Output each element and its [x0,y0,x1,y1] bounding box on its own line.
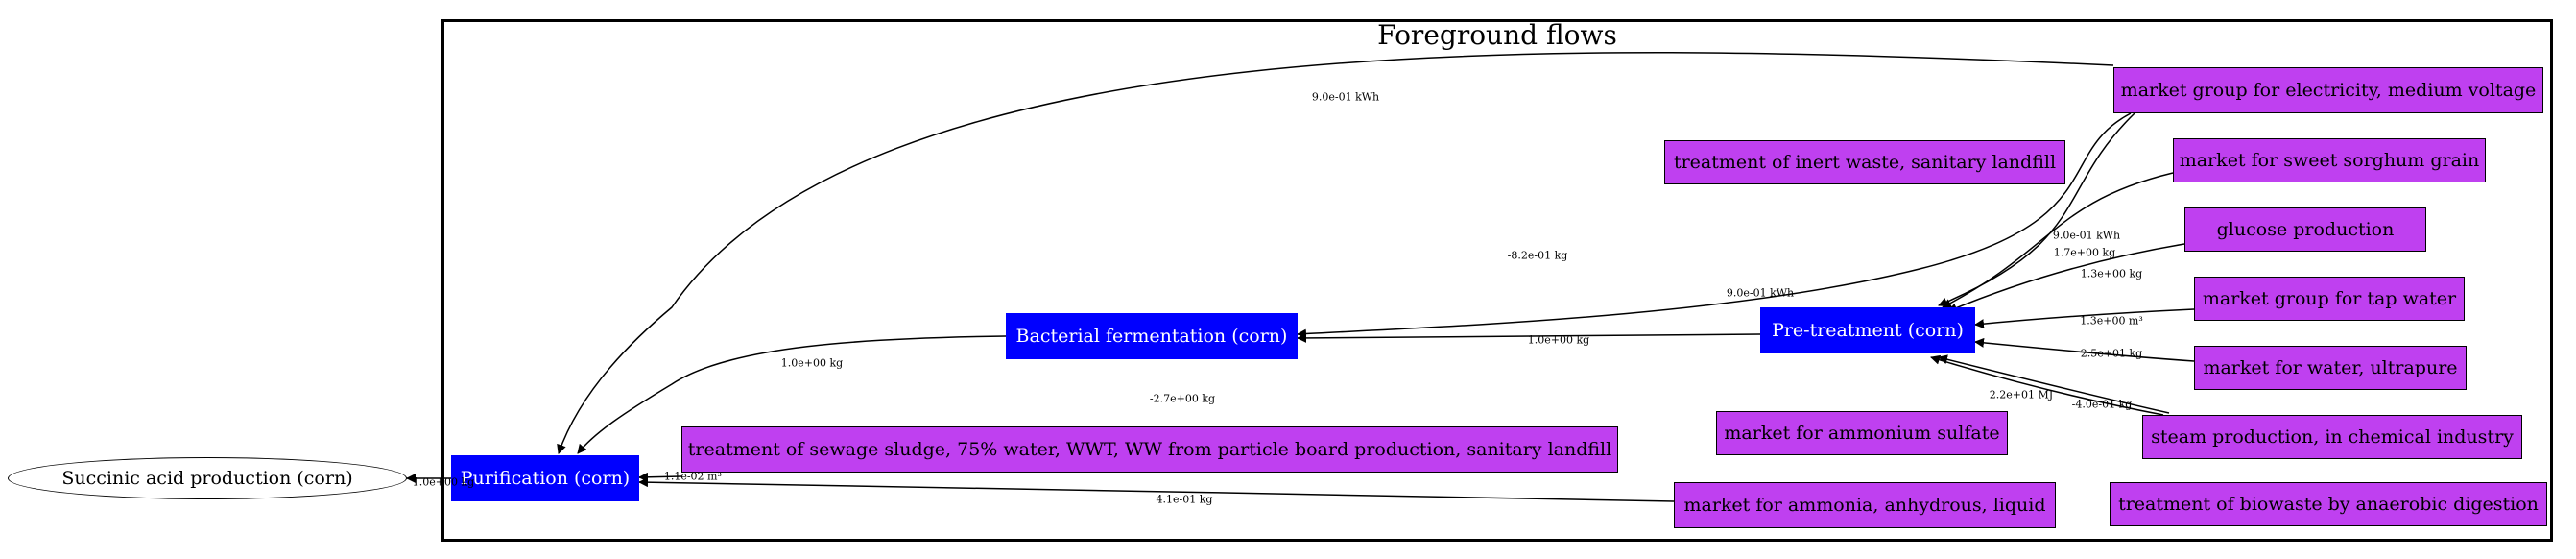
edge-label: 2.5e+01 kg [2080,347,2143,360]
edge-bacterial-purification [577,335,1007,454]
edge-label: 1.7e+00 kg [2053,246,2116,259]
edge-glucose-pretreatment [1947,243,2185,313]
node-biowaste-treatment[interactable]: treatment of biowaste by anaerobic diges… [2110,482,2547,526]
edge-ammonia-purification [638,477,1675,502]
edge-label: 9.0e-01 kWh [1311,90,1380,104]
edge-label: 1.0e+00 kg [1527,333,1590,347]
node-ammonium-sulfate[interactable]: market for ammonium sulfate [1716,411,2008,455]
edge-sewage-purification [638,472,682,482]
node-electricity-market[interactable]: market group for electricity, medium vol… [2113,67,2543,113]
node-purification[interactable]: Purification (corn) [451,455,639,501]
node-glucose-production[interactable]: glucose production [2184,207,2426,252]
node-pre-treatment[interactable]: Pre-treatment (corn) [1760,307,1975,353]
foreground-flows-cluster [441,19,2553,542]
node-succinic-acid-production[interactable]: Succinic acid production (corn) [8,457,407,499]
edge-label: 2.2e+01 MJ [1989,388,2054,401]
node-ultrapure-water[interactable]: market for water, ultrapure [2194,346,2467,390]
edge-electricity-pretreatment [1938,112,2135,307]
node-bacterial-fermentation[interactable]: Bacterial fermentation (corn) [1006,313,1298,359]
edge-sorghum-pretreatment [1942,172,2174,308]
edge-label: 1.0e+00 kg [412,475,475,489]
edge-label: 9.0e-01 kWh [1726,286,1795,300]
edge-label: 9.0e-01 kWh [2052,229,2121,242]
edge-label: -8.2e-01 kg [1507,249,1568,262]
cluster-title: Foreground flows [1377,19,1617,51]
edge-pretreatment-bacterial [1297,332,1761,343]
node-sweet-sorghum[interactable]: market for sweet sorghum grain [2173,138,2486,182]
edge-label: -1.1e-02 m³ [660,470,722,483]
edge-electricity-bacterial [1297,112,2132,339]
edge-steam-pretreatment-b [1930,354,2164,416]
node-steam-production[interactable]: steam production, in chemical industry [2142,415,2522,459]
edge-electricity-purification [557,52,2114,454]
edge-label: -2.7e+00 kg [1149,392,1216,405]
edge-label: 1.0e+00 kg [780,356,844,370]
node-inert-waste[interactable]: treatment of inert waste, sanitary landf… [1664,140,2065,184]
edge-ultrapure-pretreatment [1974,337,2195,362]
edge-label: 1.3e+00 m³ [2080,314,2143,328]
edge-label: 4.1e-01 kg [1156,493,1213,506]
edge-label: 1.3e+00 kg [2080,267,2143,280]
node-sewage-sludge-treatment[interactable]: treatment of sewage sludge, 75% water, W… [681,426,1618,473]
node-ammonia-market[interactable]: market for ammonia, anhydrous, liquid [1674,482,2056,528]
node-tap-water[interactable]: market group for tap water [2194,277,2465,321]
edge-tapwater-pretreatment [1974,308,2195,329]
edge-label: -4.0e-01 kg [2071,398,2133,411]
edge-steam-pretreatment-a [1938,354,2170,414]
